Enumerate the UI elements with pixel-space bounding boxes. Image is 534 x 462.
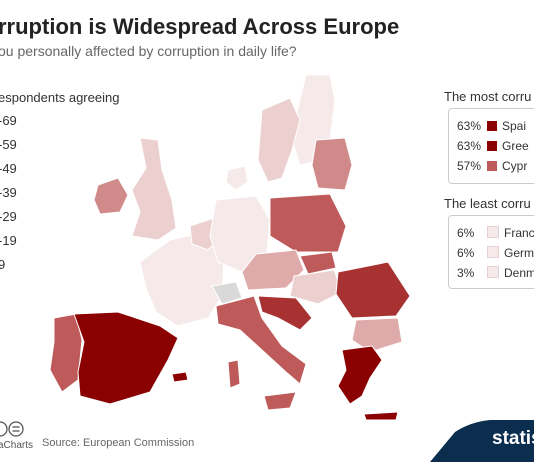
row-country: Spai [502, 119, 527, 133]
most-row: 63% Gree [457, 139, 529, 153]
license-icons [0, 421, 24, 437]
region-baltics [311, 137, 353, 191]
row-swatch [487, 246, 499, 258]
cc-icon [0, 421, 8, 437]
legend-item: 9 [0, 257, 6, 272]
row-pct: 3% [457, 266, 475, 280]
most-panel: 63% Spai 63% Gree 57% Cypr [448, 108, 534, 184]
region-sicily [263, 391, 297, 411]
most-panel-title: The most corru [444, 89, 532, 104]
row-swatch [487, 141, 497, 151]
region-ireland [93, 177, 129, 215]
region-spain [73, 311, 179, 405]
page-title: rruption is Widespread Across Europe [0, 14, 400, 39]
row-swatch [487, 161, 497, 171]
region-portugal [49, 313, 83, 393]
region-sardinia [227, 359, 241, 389]
legend-item: -69 [0, 113, 17, 128]
equals-icon [8, 421, 24, 437]
least-row: 6% Germ [457, 246, 534, 260]
region-italy [215, 295, 307, 385]
region-hungary [289, 269, 343, 305]
row-country: Franc [504, 226, 534, 240]
region-crete [363, 411, 399, 421]
most-row: 57% Cypr [457, 159, 527, 173]
row-pct: 6% [457, 226, 475, 240]
row-country: Germ [504, 246, 534, 260]
row-swatch [487, 121, 497, 131]
region-switzerland [211, 281, 243, 305]
row-swatch [487, 266, 499, 278]
row-pct: 57% [457, 159, 482, 173]
row-pct: 63% [457, 139, 482, 153]
legend-title: espondents agreeing [0, 90, 120, 105]
row-pct: 63% [457, 119, 482, 133]
row-country: Gree [502, 139, 529, 153]
legend-item: -49 [0, 161, 17, 176]
legend-item: -19 [0, 233, 17, 248]
region-slovakia [299, 251, 337, 275]
least-row: 6% Franc [457, 226, 534, 240]
legend-item: -39 [0, 185, 17, 200]
region-czech-austria [241, 249, 305, 291]
region-sweden [257, 97, 301, 183]
least-panel: 6% Franc 6% Germ 3% Denm [448, 215, 534, 289]
least-panel-title: The least corru [444, 196, 531, 211]
most-row: 63% Spai [457, 119, 526, 133]
brand-band [430, 420, 534, 462]
least-row: 3% Denm [457, 266, 534, 280]
region-bulgaria [351, 317, 403, 353]
legend-item: -59 [0, 137, 17, 152]
region-balearics [171, 371, 189, 383]
region-greece [337, 345, 383, 405]
region-france [139, 231, 225, 327]
row-country: Denm [504, 266, 534, 280]
region-romania [335, 261, 411, 319]
region-uk [131, 137, 177, 241]
region-denmark [225, 165, 249, 191]
page-subtitle: ou personally affected by corruption in … [0, 43, 297, 59]
region-poland [269, 193, 347, 253]
legend-item: -29 [0, 209, 17, 224]
row-pct: 6% [457, 246, 475, 260]
region-croatia [257, 295, 313, 331]
row-swatch [487, 226, 499, 238]
row-country: Cypr [502, 159, 528, 173]
source-note: Source: European Commission [42, 437, 195, 449]
statista-logo[interactable]: statis [492, 428, 534, 449]
footer-brand: aCharts [0, 440, 34, 451]
